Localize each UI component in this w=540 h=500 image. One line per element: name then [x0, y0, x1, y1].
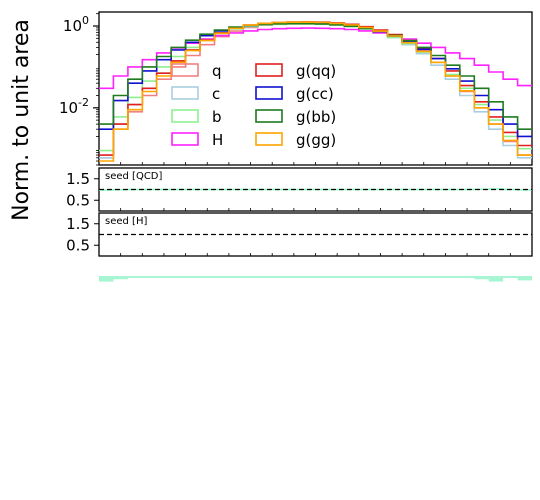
legend-swatch [171, 86, 199, 100]
ratio-y-tick-label: 1.5 [66, 170, 90, 188]
legend-label: q [212, 62, 222, 80]
legend-item: c [171, 85, 220, 103]
legend-swatch [171, 109, 199, 123]
legend-item: g(bb) [255, 108, 336, 126]
legend-swatch [255, 132, 283, 146]
legend-swatch [255, 63, 283, 77]
legend-item: H [171, 131, 223, 149]
legend-label: b [212, 108, 222, 126]
legend-label: g(gg) [296, 131, 336, 149]
legend-item: g(qq) [255, 62, 336, 80]
legend-item: g(cc) [255, 85, 334, 103]
series-line-ggg [99, 21, 532, 162]
legend-item: q [171, 62, 222, 80]
legend-label: g(bb) [296, 108, 336, 126]
legend-swatch [171, 63, 199, 77]
series-line-gbb [99, 22, 532, 130]
legend-swatch [255, 86, 283, 100]
ratio-panel-label: seed [QCD] [105, 171, 162, 182]
y-tick-label: 100 [63, 14, 89, 35]
legend-item: g(gg) [255, 131, 336, 149]
ratio-panel-qcd: 1.5 0.5 seed [QCD] [66, 167, 533, 212]
legend-item: b [171, 108, 222, 126]
ratio-strip [99, 276, 532, 282]
legend-swatch [255, 109, 283, 123]
legend-label: H [212, 131, 223, 149]
legend-label: g(cc) [296, 85, 334, 103]
legend-label: g(qq) [296, 62, 336, 80]
ratio-panel-h: 1.5 0.5 seed [H] [66, 212, 533, 257]
legend-swatch [171, 132, 199, 146]
ratio-y-tick-label: 0.5 [66, 236, 90, 254]
ratio-panel-label: seed [H] [105, 216, 147, 227]
ratio-y-tick-label: 0.5 [66, 191, 90, 209]
ratio-y-tick-label: 1.5 [66, 215, 90, 233]
y-tick-label: 10-2 [59, 96, 89, 117]
y-axis-label: Norm. to unit area [9, 19, 34, 221]
legend-label: c [212, 85, 220, 103]
ratio-strip-fill [99, 276, 532, 282]
